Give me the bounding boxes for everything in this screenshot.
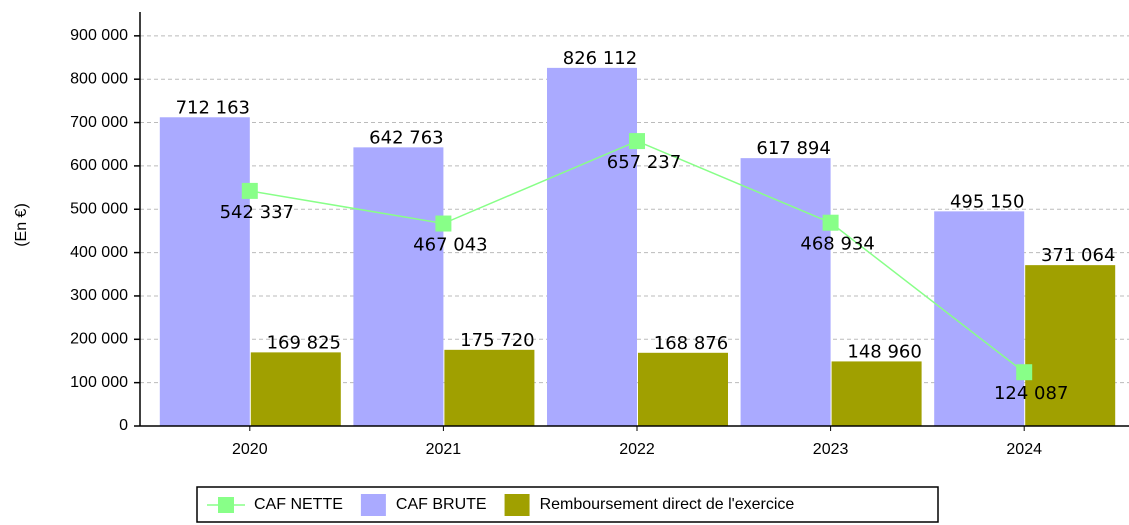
legend-label: CAF NETTE bbox=[254, 496, 343, 513]
y-tick-label: 200 000 bbox=[70, 331, 128, 348]
line-marker bbox=[822, 214, 839, 231]
legend-marker bbox=[218, 497, 234, 513]
bar-value-label: 148 960 bbox=[847, 341, 921, 362]
x-tick-label: 2024 bbox=[1006, 441, 1042, 458]
bar-value-label: 826 112 bbox=[563, 48, 637, 69]
y-tick-label: 700 000 bbox=[70, 114, 128, 131]
bar-value-label: 642 763 bbox=[369, 127, 443, 148]
x-tick-label: 2022 bbox=[619, 441, 655, 458]
line-marker bbox=[1016, 364, 1033, 381]
y-tick-label: 0 bbox=[119, 417, 128, 434]
bar-value-label: 169 825 bbox=[267, 332, 341, 353]
bar-value-label: 495 150 bbox=[950, 191, 1024, 212]
y-tick-label: 400 000 bbox=[70, 244, 128, 261]
line-value-label: 542 337 bbox=[220, 202, 294, 223]
y-tick-label: 300 000 bbox=[70, 287, 128, 304]
y-tick-label: 800 000 bbox=[70, 70, 128, 87]
bar-value-label: 617 894 bbox=[756, 138, 830, 159]
legend-swatch bbox=[504, 494, 530, 516]
line-marker bbox=[435, 215, 452, 232]
bar bbox=[1025, 265, 1116, 426]
line-value-label: 467 043 bbox=[413, 235, 487, 256]
x-tick-label: 2023 bbox=[813, 441, 849, 458]
bar bbox=[934, 211, 1025, 426]
bar bbox=[159, 117, 250, 427]
bar-value-label: 168 876 bbox=[654, 333, 728, 354]
y-axis-label: (En €) bbox=[13, 203, 30, 247]
y-tick-label: 500 000 bbox=[70, 200, 128, 217]
bar bbox=[831, 361, 922, 426]
legend-label: Remboursement direct de l'exercice bbox=[540, 496, 795, 513]
bar-value-label: 175 720 bbox=[460, 330, 534, 351]
bar bbox=[638, 352, 728, 426]
bar bbox=[547, 67, 637, 426]
bar bbox=[353, 147, 444, 427]
line-value-label: 124 087 bbox=[994, 383, 1068, 404]
bar bbox=[444, 349, 535, 426]
x-tick-label: 2020 bbox=[232, 441, 268, 458]
bar-value-label: 712 163 bbox=[176, 97, 250, 118]
y-tick-label: 100 000 bbox=[70, 374, 128, 391]
legend-box bbox=[196, 486, 939, 523]
legend-swatch bbox=[360, 494, 386, 516]
y-tick-label: 600 000 bbox=[70, 157, 128, 174]
bar bbox=[740, 158, 831, 426]
y-tick-label: 900 000 bbox=[70, 27, 128, 44]
bar bbox=[250, 352, 341, 426]
line-marker bbox=[241, 182, 258, 199]
legend-label: CAF BRUTE bbox=[396, 496, 487, 513]
line-value-label: 468 934 bbox=[800, 234, 874, 255]
x-tick-label: 2021 bbox=[426, 441, 462, 458]
line-value-label: 657 237 bbox=[607, 152, 681, 173]
line-marker bbox=[629, 133, 645, 150]
bar-value-label: 371 064 bbox=[1041, 245, 1115, 266]
